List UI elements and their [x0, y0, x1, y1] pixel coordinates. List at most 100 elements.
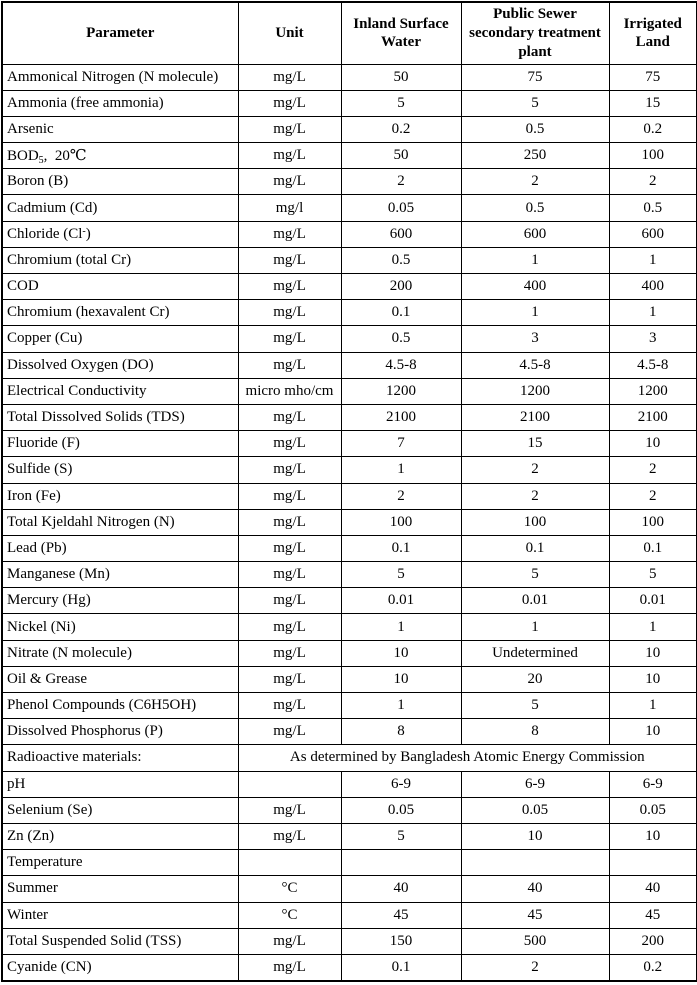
cell-value: 1: [460, 246, 610, 275]
cell-parameter: Total Dissolved Solids (TDS): [1, 403, 239, 432]
cell-unit: micro mho/cm: [237, 377, 342, 405]
cell-parameter: Nickel (Ni): [1, 613, 239, 641]
table-row: Arsenic mg/L 0.2 0.5 0.2: [1, 115, 697, 144]
cell-value: 2100: [608, 403, 697, 432]
table-row: Dissolved Phosphorus (P) mg/L 8 8 10: [1, 718, 697, 746]
cell-parameter: Arsenic: [1, 115, 239, 144]
cell-value: 150: [340, 927, 462, 955]
table-row: Boron (B) mg/L 2 2 2: [1, 168, 697, 196]
cell-value: 0.2: [340, 115, 462, 144]
cell-value: 10: [608, 430, 697, 458]
cell-value: 0.01: [340, 587, 462, 615]
cell-value: 40: [608, 875, 697, 903]
cell-parameter: Copper (Cu): [1, 325, 239, 353]
cell-value: 0.5: [608, 194, 697, 222]
cell-span-note: As determined by Bangladesh Atomic Energ…: [237, 744, 697, 772]
cell-parameter: Ammonical Nitrogen (N molecule): [1, 63, 239, 91]
cell-value: 6-9: [460, 770, 610, 798]
table-row: COD mg/L 200 400 400: [1, 272, 697, 301]
cell-parameter: Total Kjeldahl Nitrogen (N): [1, 508, 239, 536]
table-row: Ammonia (free ammonia) mg/L 5 5 15: [1, 89, 697, 117]
cell-value: 200: [340, 272, 462, 301]
cell-value: 75: [608, 63, 697, 91]
cell-value: 10: [608, 718, 697, 746]
cell-value: 5: [608, 561, 697, 589]
cell-value: 0.5: [460, 194, 610, 222]
cell-value: 2: [460, 168, 610, 196]
cell-parameter: Summer: [1, 875, 239, 903]
cell-value: 1200: [608, 377, 697, 405]
cell-parameter: Manganese (Mn): [1, 561, 239, 589]
cell-value: 5: [460, 561, 610, 589]
cell-value: 10: [608, 665, 697, 694]
cell-value: 0.5: [340, 246, 462, 275]
cell-value: 0.05: [340, 796, 462, 824]
cell-value: 10: [608, 822, 697, 851]
cell-value: 0.05: [608, 796, 697, 824]
cell-unit: mg/L: [237, 403, 342, 432]
cell-parameter: Chromium (hexavalent Cr): [1, 299, 239, 327]
cell-parameter: Sulfide (S): [1, 456, 239, 484]
cell-value: 0.1: [608, 534, 697, 563]
cell-unit: mg/L: [237, 325, 342, 353]
column-header-irrigated-land: Irrigated Land: [608, 1, 697, 65]
cell-unit: mg/L: [237, 508, 342, 536]
cell-value: 1: [608, 246, 697, 275]
table-row: Temperature: [1, 849, 697, 877]
cell-value: 4.5-8: [340, 351, 462, 379]
cell-value: 100: [608, 142, 697, 170]
cell-unit: mg/L: [237, 246, 342, 275]
table-row: BOD5, 20℃ mg/L 50 250 100: [1, 142, 697, 170]
table-row: Zn (Zn) mg/L 5 10 10: [1, 822, 697, 851]
cell-unit: mg/L: [237, 718, 342, 746]
cell-parameter: Fluoride (F): [1, 430, 239, 458]
cell-unit: mg/L: [237, 587, 342, 615]
cell-value: 10: [340, 665, 462, 694]
cell-unit: °C: [237, 901, 342, 929]
cell-value: 0.01: [460, 587, 610, 615]
cell-value: 1: [608, 613, 697, 641]
cell-parameter: Ammonia (free ammonia): [1, 89, 239, 117]
cell-value: 2: [340, 482, 462, 510]
cell-value: 2: [460, 482, 610, 510]
table-row: Ammonical Nitrogen (N molecule) mg/L 50 75 7…: [1, 63, 697, 91]
table-row: Selenium (Se) mg/L 0.05 0.05 0.05: [1, 796, 697, 824]
cell-value: 1200: [460, 377, 610, 405]
table-row: Chloride (Cl-) mg/L 600 600 600: [1, 220, 697, 248]
cell-value: Undetermined: [460, 639, 610, 667]
cell-unit: mg/L: [237, 927, 342, 955]
table-row: Sulfide (S) mg/L 1 2 2: [1, 456, 697, 484]
cell-value: 2: [460, 456, 610, 484]
table-row: Chromium (hexavalent Cr) mg/L 0.1 1 1: [1, 299, 697, 327]
cell-value: 20: [460, 665, 610, 694]
cell-value: 15: [460, 430, 610, 458]
cell-value: 600: [608, 220, 697, 248]
cell-parameter: pH: [1, 770, 239, 798]
cell-parameter: COD: [1, 272, 239, 301]
cell-value: 0.1: [340, 534, 462, 563]
cell-value: 100: [340, 508, 462, 536]
cell-unit: mg/L: [237, 142, 342, 170]
cell-unit: mg/L: [237, 691, 342, 720]
table-row: Total Dissolved Solids (TDS) mg/L 2100 2100…: [1, 403, 697, 432]
cell-unit: mg/L: [237, 89, 342, 117]
cell-value: 6-9: [608, 770, 697, 798]
table-row: Electrical Conductivity micro mho/cm 1200 1…: [1, 377, 697, 405]
cell-value: 600: [340, 220, 462, 248]
cell-value: 250: [460, 142, 610, 170]
cell-value: 200: [608, 927, 697, 955]
cell-parameter: Selenium (Se): [1, 796, 239, 824]
cell-value: 0.5: [340, 325, 462, 353]
table-row: Manganese (Mn) mg/L 5 5 5: [1, 561, 697, 589]
cell-value: 10: [608, 639, 697, 667]
column-header-public-sewer: Public Sewer secondary treatment plant: [460, 1, 610, 65]
cell-value: 0.1: [340, 299, 462, 327]
cell-parameter: Chromium (total Cr): [1, 246, 239, 275]
cell-unit: mg/L: [237, 953, 342, 982]
table-row: pH 6-9 6-9 6-9: [1, 770, 697, 798]
table-row: Cyanide (CN) mg/L 0.1 2 0.2: [1, 953, 697, 982]
cell-value: 45: [460, 901, 610, 929]
cell-unit: mg/L: [237, 299, 342, 327]
cell-unit: mg/L: [237, 220, 342, 248]
